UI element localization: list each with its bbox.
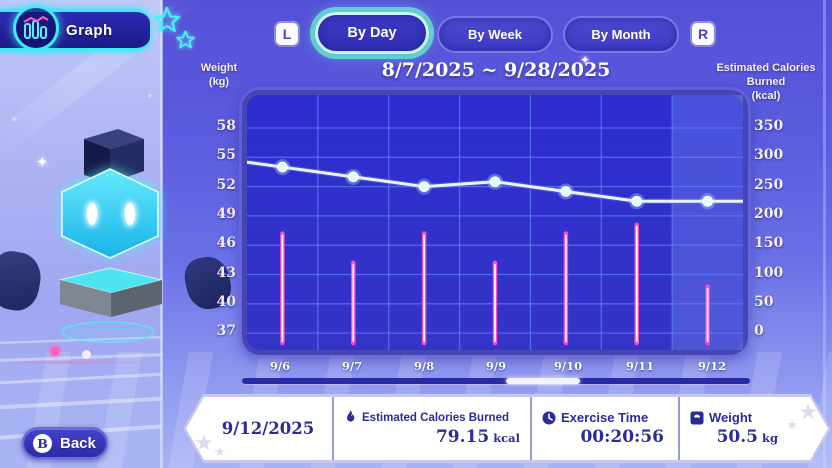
x-axis-label: 9/12 <box>697 359 727 373</box>
stat-unit: kg <box>761 431 778 445</box>
weight-point <box>489 176 501 188</box>
tab-label: By Day <box>347 25 397 41</box>
mascot-character <box>59 129 163 343</box>
weight-point <box>347 171 359 183</box>
axis-tick: 40 <box>216 293 236 310</box>
x-axis-label: 9/8 <box>413 359 435 373</box>
axis-tick: 52 <box>216 176 236 193</box>
page-title: Graph <box>66 21 113 39</box>
tab-label: By Week <box>468 27 522 42</box>
shoulder-button-L[interactable]: L <box>276 23 298 45</box>
exercise-time-stat: Exercise Time 00:20:56 <box>530 397 678 460</box>
b-key-icon: B <box>33 433 52 453</box>
weight-calories-chart <box>247 95 743 350</box>
scrollbar-thumb[interactable] <box>506 378 580 384</box>
scale-icon <box>690 411 704 425</box>
weight-point <box>418 181 430 192</box>
weight-stat: Weight 50.5 kg <box>678 397 828 460</box>
stat-value: 50.5 <box>716 427 758 447</box>
axis-tick: 46 <box>216 235 236 252</box>
weight-point <box>560 186 572 197</box>
right-axis-caption: Estimated Calories Burned (kcal) <box>716 62 816 102</box>
date-axis-labels: 9/6 9/7 9/8 9/9 9/10 9/11 9/12 <box>244 359 748 375</box>
flame-icon <box>344 410 357 425</box>
tab-by-day[interactable]: By Day <box>315 12 429 54</box>
x-axis-label: 9/9 <box>485 359 507 373</box>
axis-tick: 100 <box>754 264 784 281</box>
axis-tick: 55 <box>216 147 236 164</box>
chart-panel <box>242 90 748 355</box>
sidebar-divider <box>160 0 163 468</box>
axis-tick: 58 <box>216 118 236 134</box>
chart-scrollbar[interactable] <box>242 378 750 384</box>
stat-unit: kcal <box>493 431 520 445</box>
back-label: Back <box>60 434 96 452</box>
stat-label: Weight <box>709 410 753 425</box>
clock-icon <box>542 411 556 425</box>
tab-by-month[interactable]: By Month <box>563 16 679 53</box>
weight-point <box>631 195 643 207</box>
star-icon <box>176 30 195 49</box>
back-button[interactable]: B Back <box>22 427 108 459</box>
stat-label: Estimated Calories Burned <box>362 411 509 424</box>
weight-point <box>702 195 713 207</box>
axis-tick: 300 <box>754 147 784 164</box>
stat-label: Exercise Time <box>561 410 649 425</box>
left-axis-caption: Weight (kg) <box>200 62 238 88</box>
calories-axis-ticks: 350 300 250 200 150 100 50 0 <box>754 95 802 355</box>
axis-tick: 37 <box>216 323 236 340</box>
shoulder-button-R[interactable]: R <box>692 23 714 45</box>
tab-by-week[interactable]: By Week <box>437 16 553 53</box>
axis-tick: 0 <box>754 323 764 340</box>
right-edge-divider <box>823 0 826 468</box>
selected-date: 9/12/2025 <box>221 419 315 438</box>
axis-tick: 350 <box>754 118 784 134</box>
axis-tick: 250 <box>754 176 784 193</box>
date-range-title: 8/7/2025 ~ 9/28/2025 <box>381 59 611 81</box>
tab-label: By Month <box>591 27 651 42</box>
x-axis-label: 9/7 <box>341 359 363 373</box>
x-axis-label: 9/6 <box>269 359 291 373</box>
weight-axis-ticks: 58 55 52 49 46 43 40 37 <box>188 95 236 355</box>
day-detail-panel: ★ ★ 9/12/2025 Estimated Calories Burned … <box>183 394 831 463</box>
calories-stat: Estimated Calories Burned 79.15 kcal <box>332 397 530 460</box>
weight-point <box>277 161 288 173</box>
stat-value: 00:20:56 <box>580 427 664 447</box>
stat-value: 79.15 <box>435 427 490 447</box>
x-axis-label: 9/11 <box>625 359 655 373</box>
axis-tick: 43 <box>216 264 236 281</box>
x-axis-label: 9/10 <box>553 359 583 373</box>
graph-icon <box>13 5 59 51</box>
axis-tick: 200 <box>754 205 784 222</box>
axis-tick: 50 <box>754 293 774 310</box>
axis-tick: 49 <box>216 205 236 222</box>
axis-tick: 150 <box>754 235 784 252</box>
